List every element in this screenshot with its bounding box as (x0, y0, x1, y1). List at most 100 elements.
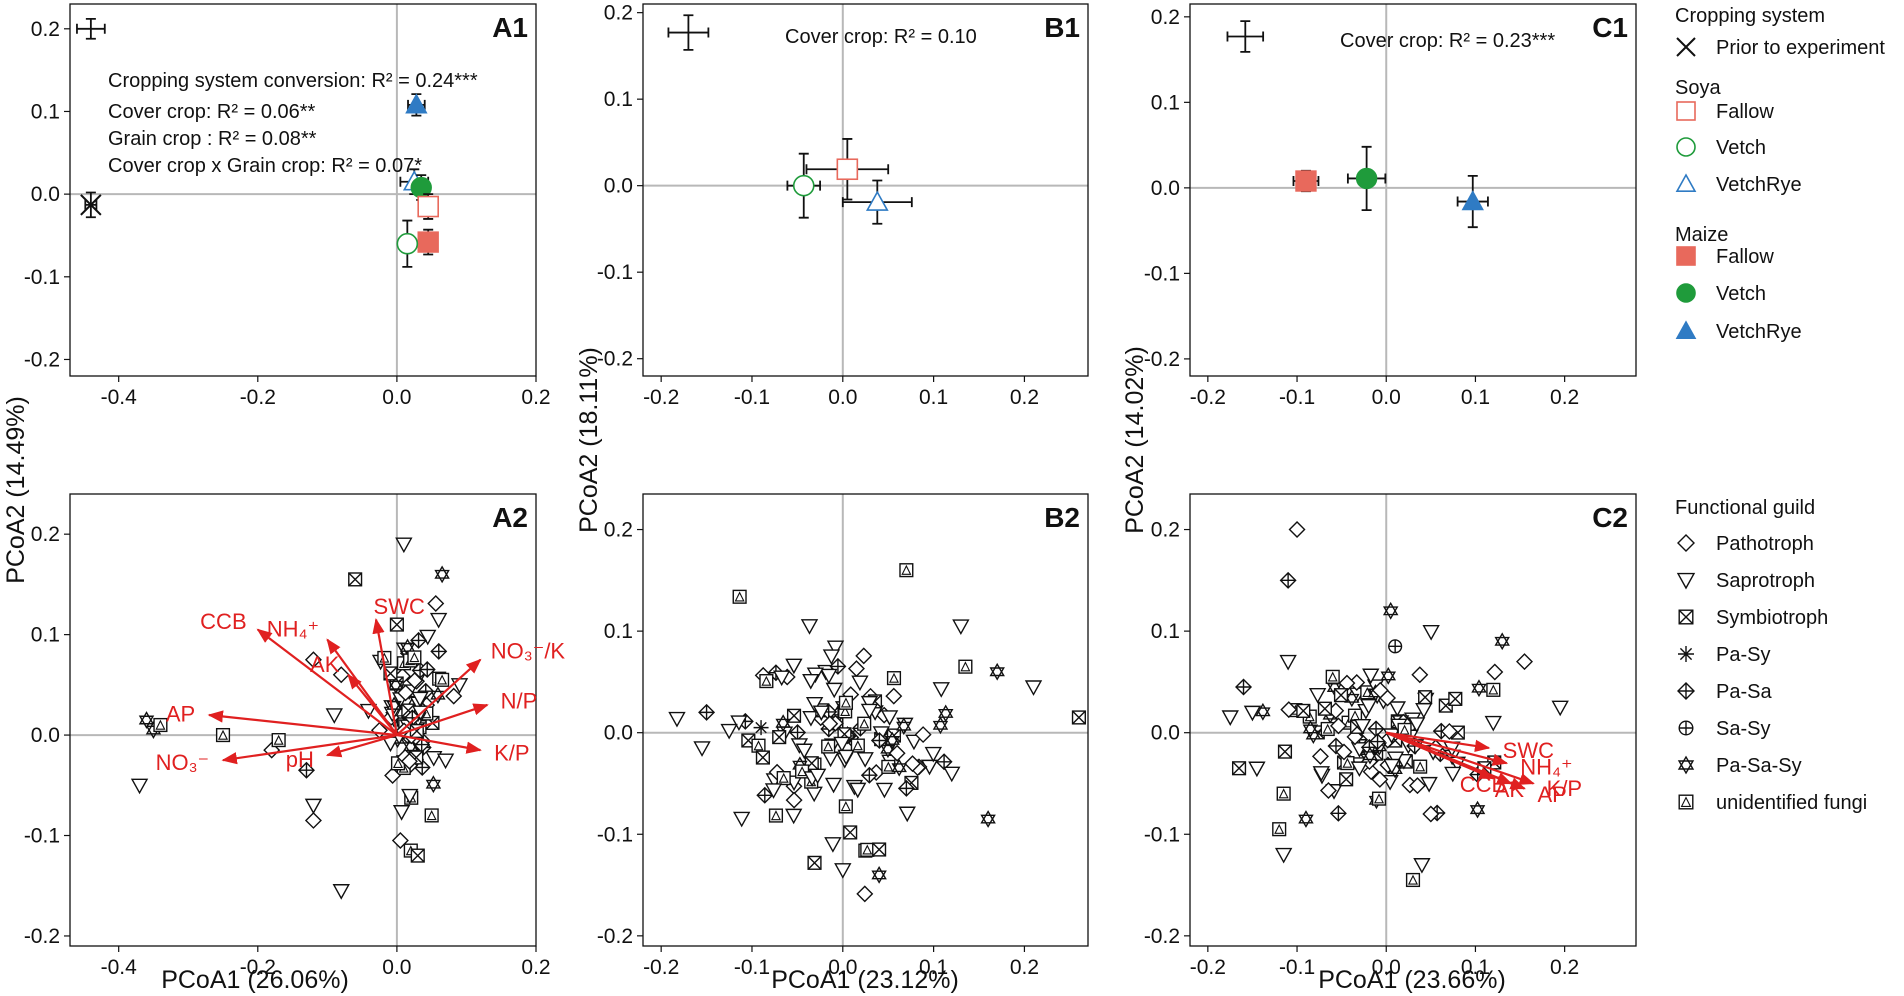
guild-point-x (348, 572, 363, 587)
x-tick-label-c2: 0.1 (1461, 956, 1490, 979)
vector-label: AK (310, 652, 340, 677)
y-tick-label-b1: -0.2 (597, 348, 633, 371)
cloud-point (406, 672, 424, 690)
cloud-point-b (1255, 707, 1271, 721)
guild-point-b (434, 569, 450, 584)
x-tick-label-b1: -0.1 (734, 386, 770, 409)
cloud-point (872, 726, 891, 742)
cloud-point-b (1302, 724, 1319, 738)
guild-point (304, 651, 322, 669)
legend-crop-icon (1676, 101, 1696, 121)
cloud-point-x (807, 855, 822, 870)
cloud-point-tri (840, 697, 851, 708)
legend-guild-label: Sa-Sy (1716, 718, 1770, 740)
data-point (836, 158, 859, 181)
y-tick-label-c1: 0.0 (1151, 177, 1180, 200)
y-tick-label-c2: -0.2 (1144, 925, 1180, 948)
guild-point (332, 666, 350, 684)
cloud-point (1329, 717, 1347, 735)
cloud-point (1280, 701, 1298, 719)
panel-label-b1: B1 (1044, 12, 1080, 43)
cloud-point-plus (1370, 734, 1386, 750)
vector-label: AP (1537, 782, 1566, 807)
cloud-point (668, 711, 686, 728)
data-point (417, 231, 439, 253)
legend-guild-label: Pa-Sa-Sy (1716, 755, 1802, 777)
vector-arrow (1386, 731, 1491, 752)
cloud-point (1388, 701, 1407, 717)
guild-point-tri (1327, 671, 1338, 682)
cloud-point-plus (757, 787, 773, 803)
panel-label-a1: A1 (492, 12, 528, 43)
cloud-point-plus (790, 724, 806, 740)
guild-point-x (1072, 710, 1086, 725)
guild-point-tri (155, 719, 166, 730)
y-tick-label-b2: 0.0 (604, 722, 633, 745)
x-tick-label-b2: 0.0 (828, 956, 857, 979)
cloud-point-tri (753, 740, 764, 751)
x-tick-label-c2: -0.2 (1190, 956, 1226, 979)
cloud-point (764, 783, 783, 799)
cloud-point-b (1344, 693, 1360, 708)
x-tick-label-a2: 0.0 (382, 956, 411, 979)
vector-label: NO₃⁻/K (491, 638, 566, 663)
plot-frame-c1 (1189, 3, 1637, 377)
cloud-point-tri (1362, 686, 1373, 698)
x-tick-label-a1: -0.2 (240, 386, 276, 409)
cloud-point-x (1278, 744, 1292, 759)
cloud-point (445, 687, 463, 705)
y-tick-label-a1: 0.1 (31, 100, 60, 123)
panel-annotation: Cropping system conversion: R² = 0.24*** (108, 70, 478, 92)
legend-guild-icon-b (1677, 760, 1695, 775)
y-tick-label-a2: 0.2 (31, 523, 60, 546)
cloud-point-plus (1328, 738, 1344, 754)
cloud-point-tri (852, 740, 863, 751)
cloud-point-b (1469, 805, 1486, 819)
legend-guild-label: Symbiotroph (1716, 607, 1828, 629)
legend-guild-icon (1677, 755, 1695, 770)
axis-title-x-col-a: PCoA1 (26.06%) (161, 966, 349, 994)
cloud-point (824, 837, 842, 853)
guild-point (952, 619, 970, 635)
panel-label-b2: B2 (1044, 502, 1080, 533)
vector-arrow (396, 703, 489, 737)
guild-point (693, 741, 711, 757)
legend-crop-icon (1676, 283, 1696, 303)
cloud-point (860, 695, 879, 712)
panel-label-c1: C1 (1592, 12, 1628, 43)
legend-guild-label: unidentified fungi (1716, 792, 1867, 814)
y-tick-label-a2: -0.2 (24, 925, 60, 948)
x-tick-label-c1: 0.2 (1550, 386, 1579, 409)
cloud-point (785, 658, 803, 675)
y-tick-label-c2: -0.1 (1144, 823, 1180, 846)
cloud-point (1440, 722, 1458, 740)
cloud-point-tri (1322, 723, 1333, 734)
cloud-point (875, 782, 894, 799)
cloud-point (1319, 782, 1337, 800)
y-tick-label-a1: -0.2 (24, 348, 60, 371)
vector-arrow (256, 628, 398, 736)
cloud-point-tri (1373, 793, 1385, 804)
y-tick-label-b2: 0.1 (604, 620, 633, 643)
guild-point-plus (1280, 572, 1296, 588)
legend-guild-label: Pa-Sa (1716, 681, 1772, 703)
y-tick-label-c1: 0.2 (1151, 6, 1180, 29)
cloud-point-x (1448, 692, 1463, 706)
vector-arrow (1385, 731, 1495, 780)
guild-point (1484, 715, 1502, 732)
panel-c2: -0.2 -0.1 0.0 0.1 0.20.20.10.0-0.1-0.2C2SWCN… (1144, 493, 1637, 979)
guild-point (943, 766, 961, 783)
cloud-point-tri (1488, 684, 1499, 695)
panel-annotation: Grain crop : R² = 0.08** (108, 128, 317, 150)
cloud-point (1383, 758, 1401, 775)
cloud-point-x (843, 825, 858, 840)
y-tick-label-b1: 0.0 (604, 175, 633, 198)
guild-point-plus (1388, 639, 1402, 653)
cloud-point-tri (761, 675, 772, 686)
x-tick-label-c1: 0.0 (1372, 386, 1401, 409)
cloud-point (847, 660, 865, 678)
cloud-point-plus (1330, 805, 1346, 821)
vector-arrow (207, 710, 398, 737)
cloud-point-b (896, 721, 912, 736)
x-tick-label-a2: -0.2 (240, 956, 276, 979)
